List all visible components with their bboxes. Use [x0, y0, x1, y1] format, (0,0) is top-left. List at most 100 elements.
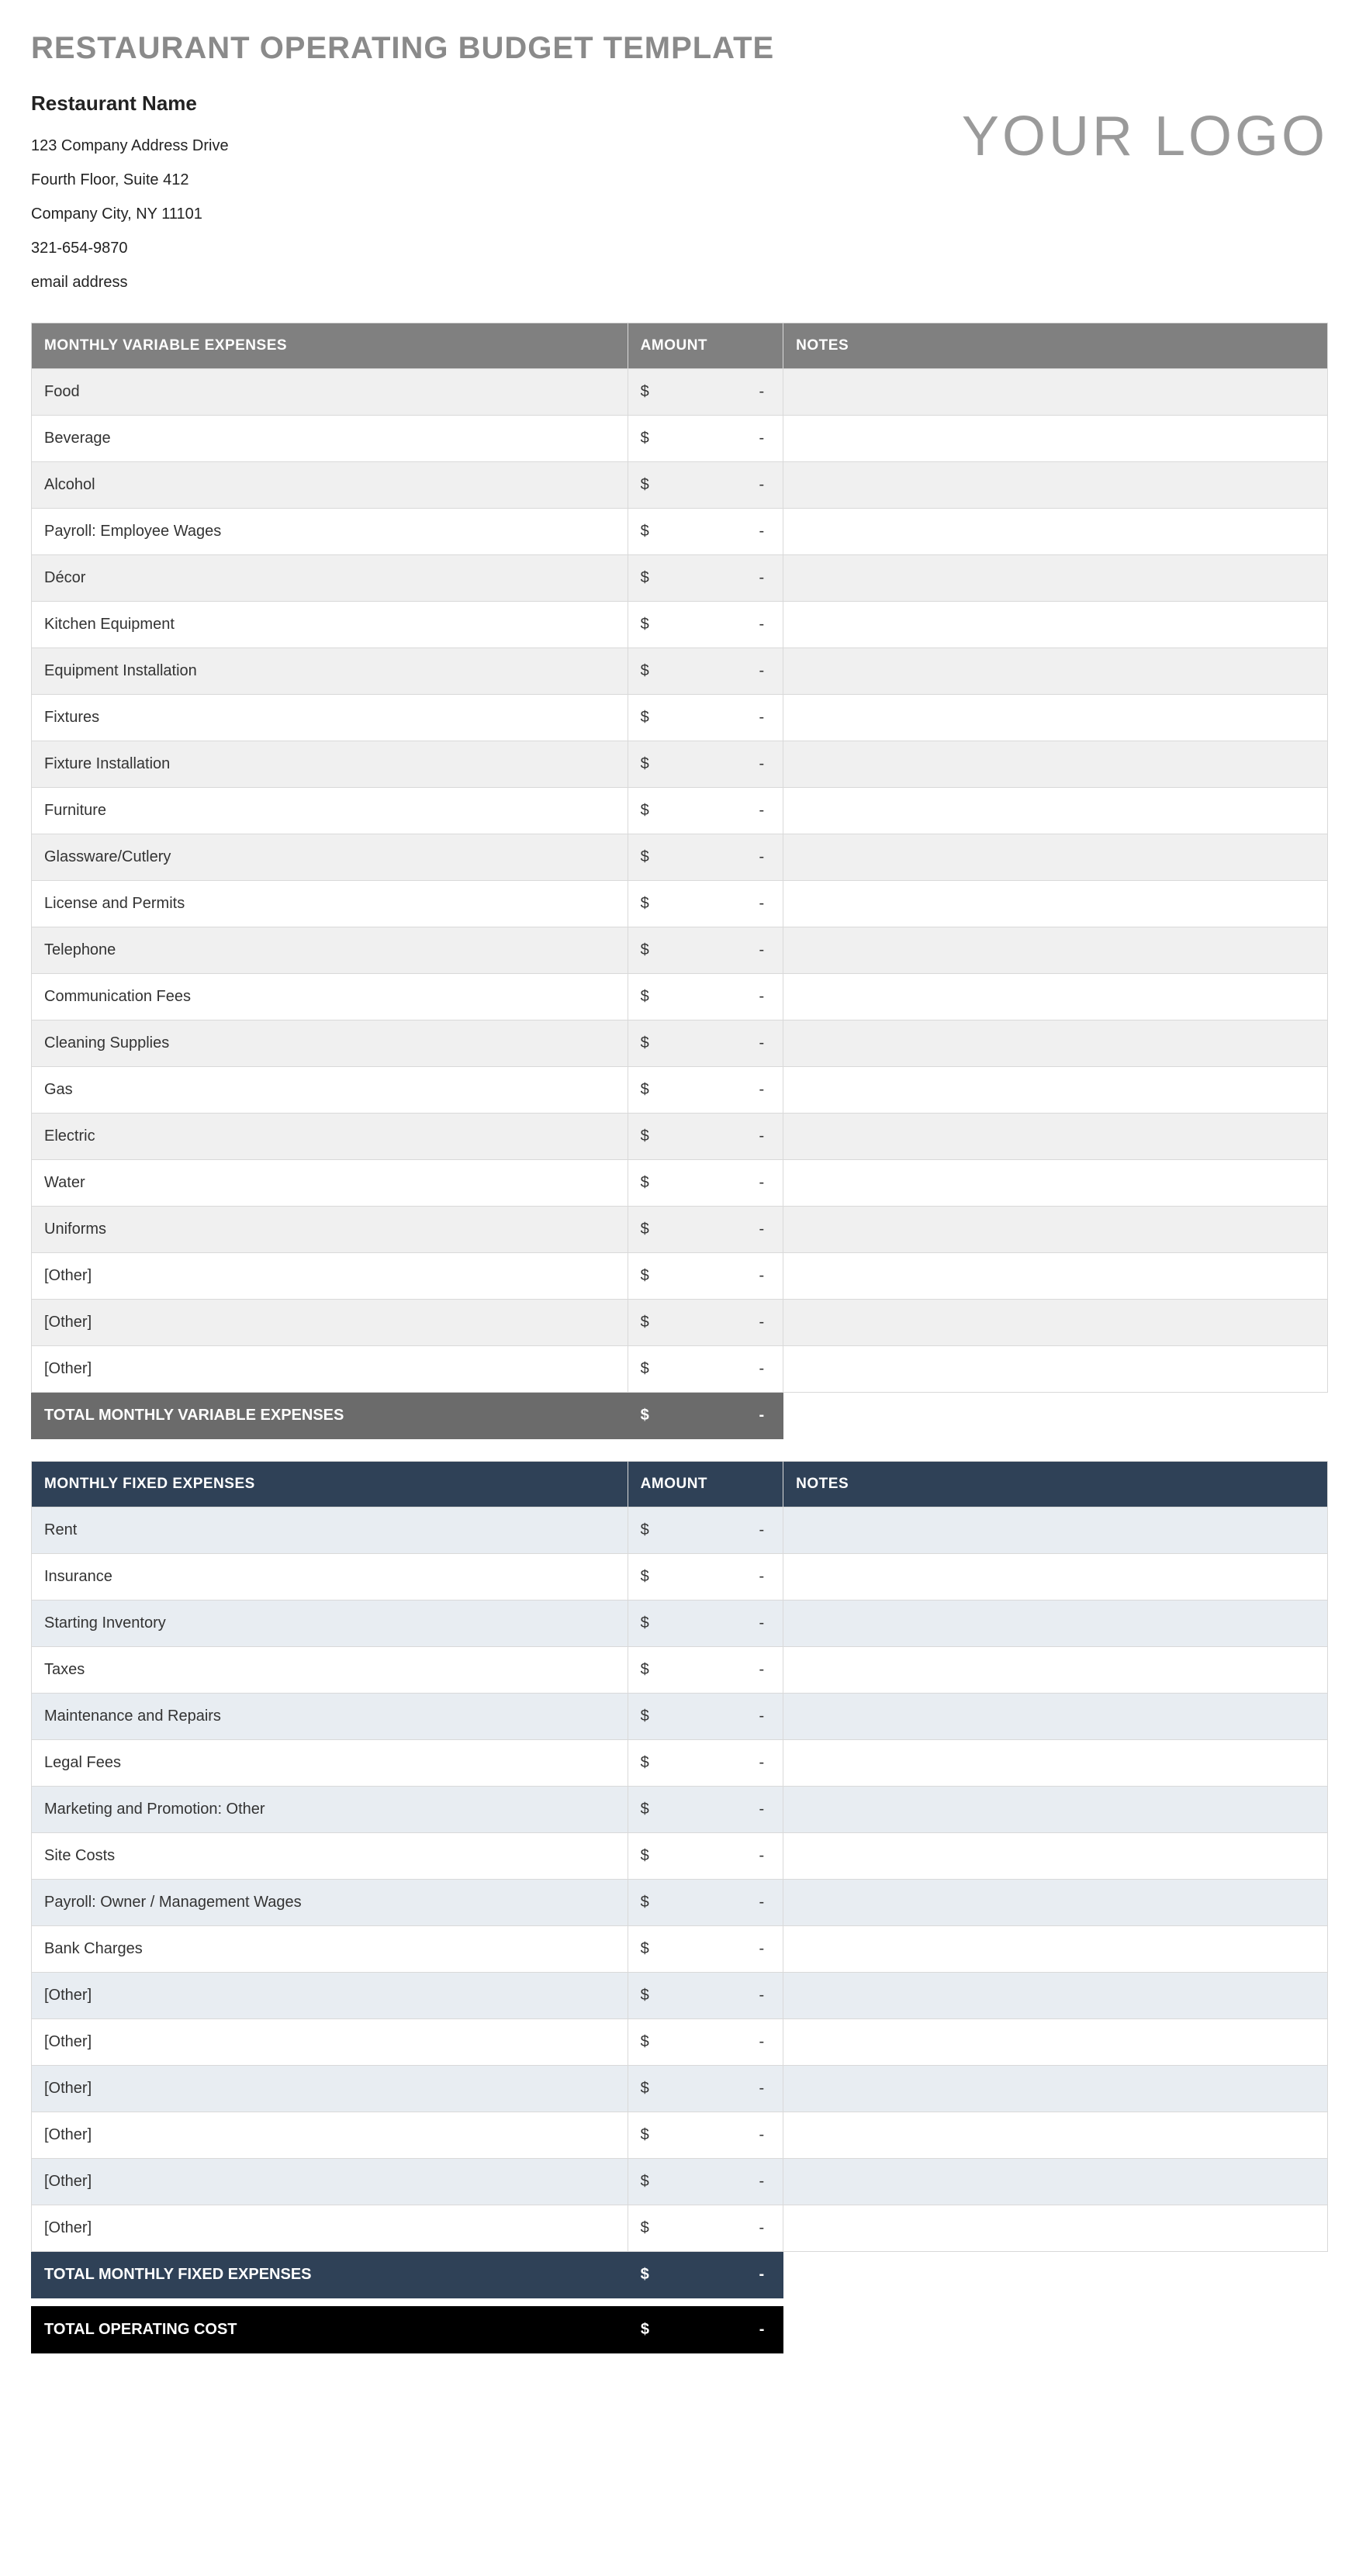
row-notes[interactable] [783, 1207, 1328, 1253]
row-notes[interactable] [783, 1833, 1328, 1880]
row-amount[interactable]: $- [628, 1647, 783, 1694]
row-notes[interactable] [783, 2019, 1328, 2066]
row-notes[interactable] [783, 1601, 1328, 1647]
row-notes[interactable] [783, 1554, 1328, 1601]
row-amount[interactable]: $- [628, 2112, 783, 2159]
row-amount[interactable]: $- [628, 1253, 783, 1300]
row-notes[interactable] [783, 1020, 1328, 1067]
row-amount[interactable]: $- [628, 1973, 783, 2019]
row-label[interactable]: [Other] [32, 2112, 628, 2159]
row-amount[interactable]: $- [628, 1926, 783, 1973]
row-notes[interactable] [783, 927, 1328, 974]
row-notes[interactable] [783, 1694, 1328, 1740]
row-label[interactable]: [Other] [32, 1346, 628, 1393]
row-label[interactable]: Kitchen Equipment [32, 602, 628, 648]
row-label[interactable]: Starting Inventory [32, 1601, 628, 1647]
row-amount[interactable]: $- [628, 974, 783, 1020]
row-label[interactable]: License and Permits [32, 881, 628, 927]
row-notes[interactable] [783, 462, 1328, 509]
row-amount[interactable]: $- [628, 1114, 783, 1160]
row-amount[interactable]: $- [628, 509, 783, 555]
row-notes[interactable] [783, 1973, 1328, 2019]
row-notes[interactable] [783, 695, 1328, 741]
row-amount[interactable]: $- [628, 1740, 783, 1787]
row-label[interactable]: [Other] [32, 1253, 628, 1300]
row-label[interactable]: [Other] [32, 2159, 628, 2205]
row-label[interactable]: Uniforms [32, 1207, 628, 1253]
row-label[interactable]: Alcohol [32, 462, 628, 509]
row-notes[interactable] [783, 2112, 1328, 2159]
row-label[interactable]: [Other] [32, 2205, 628, 2252]
row-label[interactable]: Marketing and Promotion: Other [32, 1787, 628, 1833]
row-label[interactable]: Water [32, 1160, 628, 1207]
row-label[interactable]: [Other] [32, 2019, 628, 2066]
row-amount[interactable]: $- [628, 1300, 783, 1346]
row-label[interactable]: Gas [32, 1067, 628, 1114]
row-notes[interactable] [783, 1346, 1328, 1393]
row-label[interactable]: Food [32, 369, 628, 416]
row-amount[interactable]: $- [628, 1880, 783, 1926]
row-amount[interactable]: $- [628, 2205, 783, 2252]
row-notes[interactable] [783, 1647, 1328, 1694]
row-notes[interactable] [783, 1300, 1328, 1346]
row-notes[interactable] [783, 602, 1328, 648]
row-amount[interactable]: $- [628, 2019, 783, 2066]
row-notes[interactable] [783, 1880, 1328, 1926]
row-label[interactable]: Furniture [32, 788, 628, 834]
row-label[interactable]: Communication Fees [32, 974, 628, 1020]
row-amount[interactable]: $- [628, 1020, 783, 1067]
row-label[interactable]: Payroll: Owner / Management Wages [32, 1880, 628, 1926]
row-label[interactable]: Site Costs [32, 1833, 628, 1880]
row-notes[interactable] [783, 2066, 1328, 2112]
row-amount[interactable]: $- [628, 695, 783, 741]
row-amount[interactable]: $- [628, 1787, 783, 1833]
row-label[interactable]: Insurance [32, 1554, 628, 1601]
row-amount[interactable]: $- [628, 788, 783, 834]
row-notes[interactable] [783, 416, 1328, 462]
row-notes[interactable] [783, 1787, 1328, 1833]
row-notes[interactable] [783, 1740, 1328, 1787]
row-amount[interactable]: $- [628, 555, 783, 602]
row-amount[interactable]: $- [628, 2159, 783, 2205]
row-label[interactable]: Cleaning Supplies [32, 1020, 628, 1067]
row-label[interactable]: Equipment Installation [32, 648, 628, 695]
row-amount[interactable]: $- [628, 1554, 783, 1601]
row-notes[interactable] [783, 555, 1328, 602]
row-amount[interactable]: $- [628, 2066, 783, 2112]
row-notes[interactable] [783, 788, 1328, 834]
row-notes[interactable] [783, 1160, 1328, 1207]
row-amount[interactable]: $- [628, 1601, 783, 1647]
row-label[interactable]: Beverage [32, 416, 628, 462]
row-amount[interactable]: $- [628, 462, 783, 509]
row-amount[interactable]: $- [628, 416, 783, 462]
row-label[interactable]: Fixture Installation [32, 741, 628, 788]
row-notes[interactable] [783, 369, 1328, 416]
row-notes[interactable] [783, 1507, 1328, 1554]
row-label[interactable]: Legal Fees [32, 1740, 628, 1787]
row-amount[interactable]: $- [628, 1694, 783, 1740]
row-notes[interactable] [783, 1067, 1328, 1114]
row-amount[interactable]: $- [628, 1507, 783, 1554]
row-notes[interactable] [783, 834, 1328, 881]
row-amount[interactable]: $- [628, 1833, 783, 1880]
row-notes[interactable] [783, 1926, 1328, 1973]
row-notes[interactable] [783, 1253, 1328, 1300]
row-label[interactable]: [Other] [32, 2066, 628, 2112]
row-label[interactable]: [Other] [32, 1300, 628, 1346]
row-amount[interactable]: $- [628, 648, 783, 695]
row-label[interactable]: Electric [32, 1114, 628, 1160]
row-amount[interactable]: $- [628, 1160, 783, 1207]
row-label[interactable]: Payroll: Employee Wages [32, 509, 628, 555]
row-notes[interactable] [783, 974, 1328, 1020]
row-amount[interactable]: $- [628, 369, 783, 416]
row-label[interactable]: Maintenance and Repairs [32, 1694, 628, 1740]
row-amount[interactable]: $- [628, 881, 783, 927]
row-label[interactable]: Fixtures [32, 695, 628, 741]
row-notes[interactable] [783, 1114, 1328, 1160]
row-notes[interactable] [783, 648, 1328, 695]
row-notes[interactable] [783, 2205, 1328, 2252]
row-label[interactable]: Rent [32, 1507, 628, 1554]
row-notes[interactable] [783, 2159, 1328, 2205]
row-amount[interactable]: $- [628, 1067, 783, 1114]
row-label[interactable]: Bank Charges [32, 1926, 628, 1973]
